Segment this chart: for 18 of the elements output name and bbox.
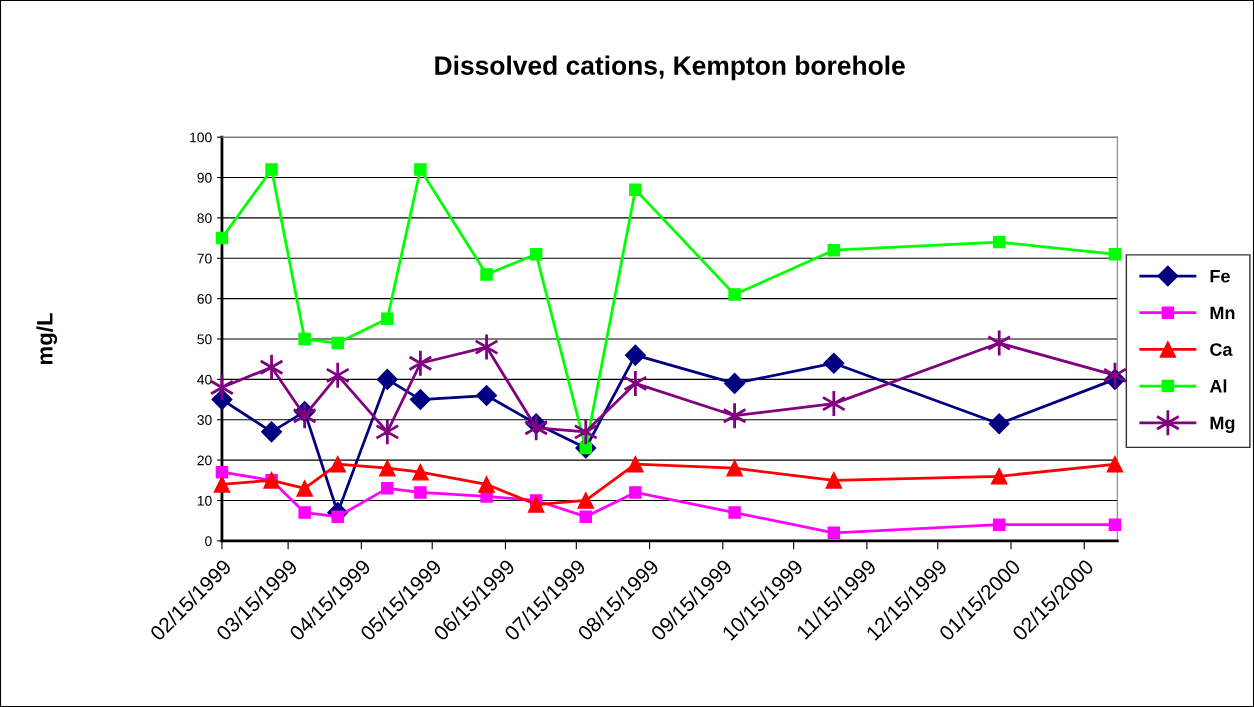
y-tick-label: 60 <box>197 293 212 304</box>
y-tick-label: 40 <box>197 374 212 385</box>
legend-label: Ca <box>1210 343 1233 356</box>
y-tick-label: 80 <box>197 213 212 224</box>
y-tick-label: 0 <box>205 536 212 547</box>
y-tick-label: 100 <box>190 132 212 143</box>
legend-label: Fe <box>1210 269 1230 283</box>
legend-label: Al <box>1209 379 1227 393</box>
legend-label: Mn <box>1210 306 1235 320</box>
y-tick-label: 90 <box>197 172 212 183</box>
y-tick-label: 10 <box>197 495 212 506</box>
y-tick-label: 50 <box>197 334 212 345</box>
y-tick-label: 30 <box>197 415 212 425</box>
legend-label: Mg <box>1210 416 1235 433</box>
y-tick-label: 20 <box>197 455 212 466</box>
y-axis-title: mg/L <box>36 313 58 365</box>
chart-title: Dissolved cations, Kempton borehole <box>435 55 905 81</box>
y-tick-label: 70 <box>197 253 212 264</box>
